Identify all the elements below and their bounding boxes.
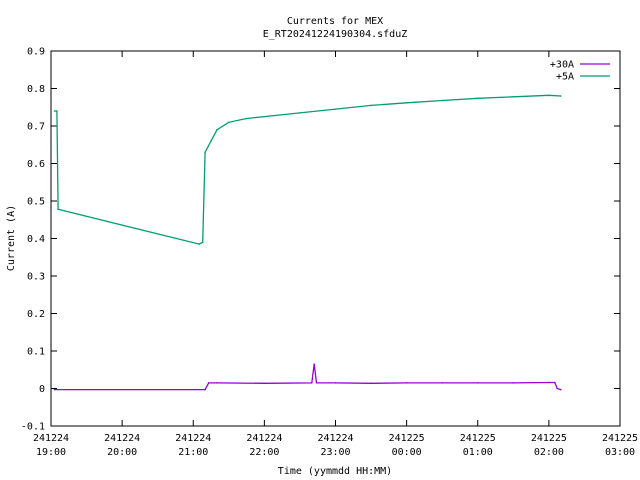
x-tick-label-date: 241224 — [175, 433, 211, 444]
data-point — [548, 381, 550, 384]
data-point — [512, 382, 515, 384]
data-point — [554, 381, 556, 384]
y-tick-label: 0.2 — [27, 309, 45, 320]
x-axis-label: Time (yymmdd HH:MM) — [278, 466, 392, 477]
data-point — [512, 95, 515, 98]
data-point — [216, 382, 218, 384]
data-point — [245, 117, 248, 120]
data-point — [210, 140, 212, 142]
x-tick-label-date: 241225 — [460, 433, 496, 444]
data-point — [57, 208, 59, 211]
data-point — [204, 151, 206, 154]
data-point — [556, 387, 558, 390]
data-point — [53, 388, 56, 391]
y-tick-label: -0.1 — [21, 422, 45, 433]
data-point — [201, 241, 204, 244]
x-tick-label-date: 241224 — [246, 433, 282, 444]
data-point — [313, 363, 315, 365]
plot-frame — [50, 50, 621, 427]
data-point — [441, 99, 443, 102]
legend: +30A+5A — [550, 60, 610, 83]
legend-label-1: +5A — [556, 72, 574, 83]
data-point — [263, 115, 266, 118]
data-point — [315, 382, 318, 384]
data-point — [53, 110, 56, 112]
y-tick-label: 0.6 — [27, 159, 45, 170]
data-point — [370, 104, 372, 107]
x-tick-label-time: 22:00 — [249, 447, 279, 458]
legend-label-0: +30A — [550, 60, 574, 71]
y-axis-label: Current (A) — [6, 205, 17, 271]
x-tick-label-time: 21:00 — [178, 447, 208, 458]
data-point — [198, 243, 200, 245]
series-line-0 — [54, 364, 561, 391]
data-point — [204, 388, 206, 391]
x-tick-label-date: 241225 — [531, 433, 567, 444]
x-tick-label-time: 02:00 — [534, 447, 564, 458]
data-point — [228, 121, 230, 124]
data-point — [548, 94, 550, 97]
x-tick-label-time: 01:00 — [463, 447, 493, 458]
data-point — [299, 112, 301, 114]
y-tick-label: 0.8 — [27, 84, 45, 95]
data-point — [334, 108, 337, 110]
x-tick-label-time: 00:00 — [392, 447, 422, 458]
y-tick-label: 0.5 — [27, 197, 45, 208]
data-point — [559, 388, 562, 391]
series-layer — [53, 94, 562, 391]
data-point — [559, 95, 562, 97]
data-point — [216, 128, 218, 131]
y-tick-label: 0 — [39, 384, 45, 395]
chart-subtitle: E_RT20241224190304.sfduZ — [263, 29, 408, 40]
data-point — [441, 382, 443, 384]
data-point — [310, 382, 313, 384]
x-tick-label-time: 03:00 — [605, 447, 635, 458]
y-tick-label: 0.4 — [27, 234, 45, 245]
x-tick-label-date: 241224 — [33, 433, 69, 444]
y-tick-label: 0.7 — [27, 122, 45, 133]
y-tick-label: 0.1 — [27, 347, 45, 358]
chart-title: Currents for MEX — [287, 16, 383, 27]
data-point — [334, 382, 337, 384]
x-tick-label-date: 241224 — [317, 433, 353, 444]
data-point — [476, 382, 479, 384]
x-tick-label-time: 23:00 — [320, 447, 350, 458]
data-point — [263, 382, 266, 385]
data-point — [405, 101, 408, 104]
data-point — [370, 382, 372, 385]
data-point — [405, 382, 408, 384]
x-tick-label-time: 19:00 — [36, 447, 66, 458]
y-tick-label: 0.9 — [27, 47, 45, 58]
series-line-1 — [54, 94, 561, 245]
data-point — [207, 382, 210, 384]
x-tick-label-date: 241225 — [602, 433, 638, 444]
x-tick-label-date: 241224 — [104, 433, 140, 444]
data-point — [476, 97, 479, 100]
x-axis: 241224 19:00 241224 20:00 241224 21:00 241224 2… — [33, 51, 638, 458]
x-tick-label-time: 20:00 — [107, 447, 137, 458]
x-tick-label-date: 241225 — [389, 433, 425, 444]
y-tick-label: 0.3 — [27, 272, 45, 283]
y-axis: -0.1 0 0.1 0.2 0.3 0.4 0.5 0.6 0.7 0.8 0.9 — [21, 47, 620, 433]
data-point — [56, 110, 58, 112]
